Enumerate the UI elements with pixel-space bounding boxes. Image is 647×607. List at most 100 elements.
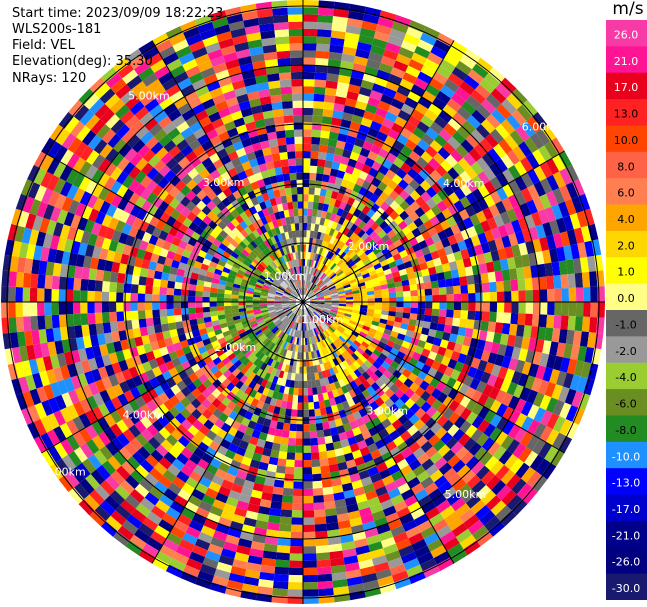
range-gate	[393, 355, 403, 365]
range-gate	[404, 205, 415, 217]
range-gate	[357, 366, 366, 375]
range-gate	[351, 287, 360, 292]
range-gate	[273, 435, 282, 445]
range-gate	[399, 383, 410, 394]
range-gate	[456, 483, 472, 498]
range-gate	[421, 133, 435, 146]
colorbar-tick-label: 0.0	[617, 292, 635, 305]
range-gate	[330, 190, 339, 200]
range-gate	[332, 276, 340, 283]
range-gate	[483, 180, 497, 195]
range-gate	[360, 117, 373, 128]
range-gate	[448, 411, 461, 425]
range-gate	[294, 452, 303, 461]
range-gate	[314, 310, 321, 316]
range-gate	[526, 199, 538, 215]
range-gate	[223, 297, 232, 302]
range-gate	[482, 292, 490, 302]
range-gate	[325, 80, 338, 89]
range-gate	[407, 167, 419, 180]
range-gate	[460, 451, 474, 465]
range-gate	[325, 318, 333, 325]
range-gate	[477, 184, 490, 198]
range-gate	[345, 308, 353, 313]
range-gate	[443, 324, 453, 334]
range-gate	[314, 79, 327, 88]
range-gate	[314, 523, 328, 532]
range-gate	[290, 531, 303, 540]
range-gate	[584, 240, 595, 258]
range-gate	[342, 281, 350, 287]
range-gate	[544, 445, 559, 463]
range-gate	[413, 217, 424, 228]
range-gate	[390, 234, 400, 244]
range-gate	[316, 209, 323, 218]
range-gate	[403, 335, 413, 344]
range-gate	[413, 77, 429, 91]
range-gate	[480, 371, 491, 384]
range-gate	[442, 486, 457, 500]
range-gate	[319, 232, 326, 241]
range-gate	[532, 238, 543, 253]
range-gate	[307, 307, 313, 314]
range-gate	[312, 285, 318, 292]
range-gate	[465, 399, 478, 412]
range-gate	[465, 179, 478, 193]
range-gate	[429, 273, 438, 282]
range-gate	[334, 257, 342, 265]
range-gate	[412, 144, 426, 157]
range-gate	[338, 241, 346, 250]
range-gate	[470, 161, 484, 176]
range-gate	[116, 282, 125, 293]
range-gate	[334, 318, 342, 324]
range-gate	[553, 315, 562, 330]
range-gate	[317, 580, 334, 590]
range-gate	[202, 302, 210, 308]
range-gate	[351, 253, 359, 262]
range-gate	[342, 331, 350, 339]
range-gate	[518, 290, 526, 302]
range-gate	[483, 409, 497, 424]
range-gate	[352, 183, 362, 194]
range-gate	[477, 170, 490, 185]
range-gate	[463, 217, 474, 229]
range-gate	[274, 566, 290, 575]
range-gate	[374, 76, 389, 88]
range-gate	[333, 8, 350, 18]
range-gate	[437, 247, 447, 258]
range-gate	[450, 242, 461, 254]
range-gate	[137, 284, 146, 294]
range-gate	[303, 86, 315, 94]
range-gate	[101, 291, 110, 302]
range-gate	[305, 288, 310, 296]
range-gate	[526, 435, 540, 451]
range-gate	[346, 221, 354, 230]
range-gate	[420, 440, 433, 453]
range-gate	[488, 386, 501, 400]
range-gate	[388, 403, 400, 414]
range-gate	[441, 419, 454, 432]
range-gate	[408, 318, 417, 326]
range-gate	[544, 327, 554, 342]
range-gate	[552, 187, 565, 205]
range-gate	[473, 446, 488, 461]
range-gate	[508, 268, 518, 281]
range-gate	[366, 218, 376, 228]
range-gate	[315, 216, 321, 225]
range-gate	[389, 297, 397, 302]
range-gate	[309, 274, 314, 282]
range-gate	[496, 280, 505, 292]
range-gate	[160, 323, 170, 332]
range-gate	[332, 255, 340, 263]
range-gate	[313, 286, 320, 293]
colorbar-tick-label: 17.0	[614, 81, 639, 94]
range-gate	[390, 265, 399, 274]
range-gate	[471, 479, 487, 495]
range-gate	[409, 200, 421, 212]
range-gate	[324, 435, 333, 445]
range-gate	[335, 223, 343, 232]
range-gate	[385, 424, 396, 435]
range-gate	[328, 131, 339, 141]
range-gate	[368, 327, 377, 335]
range-gate	[320, 465, 330, 474]
